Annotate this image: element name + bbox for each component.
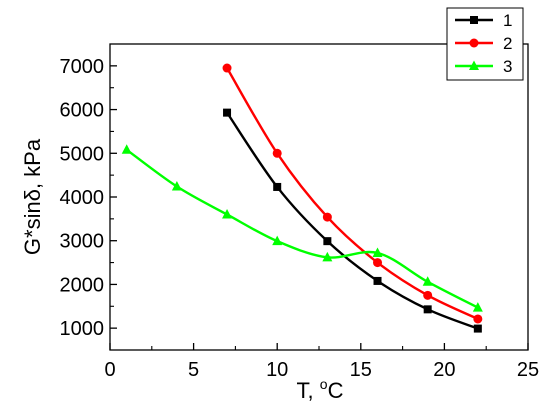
series-layer [121,63,483,333]
y-tick-label: 2000 [60,274,105,296]
series-1-point [373,276,382,285]
x-tick-label: 20 [433,359,455,381]
y-tick-label: 6000 [60,100,105,122]
y-tick-label: 5000 [60,143,105,165]
legend-marker [469,60,479,70]
series-3-point [272,235,283,246]
y-tick-label: 3000 [60,231,105,253]
x-tick-label: 10 [266,359,288,381]
series-2-point [272,148,282,158]
legend-marker [469,38,479,48]
legend-label: 2 [503,34,512,53]
x-tick-label: 0 [104,359,115,381]
plot-frame [109,43,529,351]
legend-marker [470,16,478,24]
legend-item-1: 1 [455,11,512,30]
series-2-line [226,67,479,321]
series-1-point [473,324,482,333]
series-1 [223,108,482,333]
series-1-point [273,182,282,191]
legend-label: 1 [503,11,512,30]
series-2-point [473,314,483,324]
legend-label: 3 [503,57,512,76]
series-2-point [322,212,332,222]
series-3-point [171,181,182,191]
x-tick-label: 5 [188,359,199,381]
series-1-point [223,108,232,117]
series-3-point [222,208,233,219]
series-1-point [323,237,332,246]
series-3-point [472,302,483,312]
x-tick-label: 25 [517,359,539,381]
series-2-point [373,258,383,268]
legend-item-3: 3 [455,57,512,76]
series-3-point [372,247,383,257]
series-1-point [423,305,432,314]
series-2-point [423,290,433,300]
series-3-point [422,276,433,286]
y-tick-label: 1000 [60,318,105,340]
axis-ticks: 0 5 10 15 20 25 1000 2000 3000 4000 5000 6000 7000 [60,56,540,381]
series-1-line [226,111,479,330]
y-tick-label: 4000 [60,187,105,209]
series-2-point [222,63,232,73]
series-2 [222,63,483,324]
y-axis-title: G*sinδ, kPa [20,138,45,255]
x-tick-label: 15 [350,359,372,381]
legend: 1 2 3 [446,7,524,81]
x-axis-title: T, oC [297,376,344,403]
y-tick-label: 7000 [60,56,105,78]
legend-item-2: 2 [455,34,512,53]
series-3 [121,144,483,312]
series-3-point [121,144,132,154]
series-3-point [322,251,333,262]
